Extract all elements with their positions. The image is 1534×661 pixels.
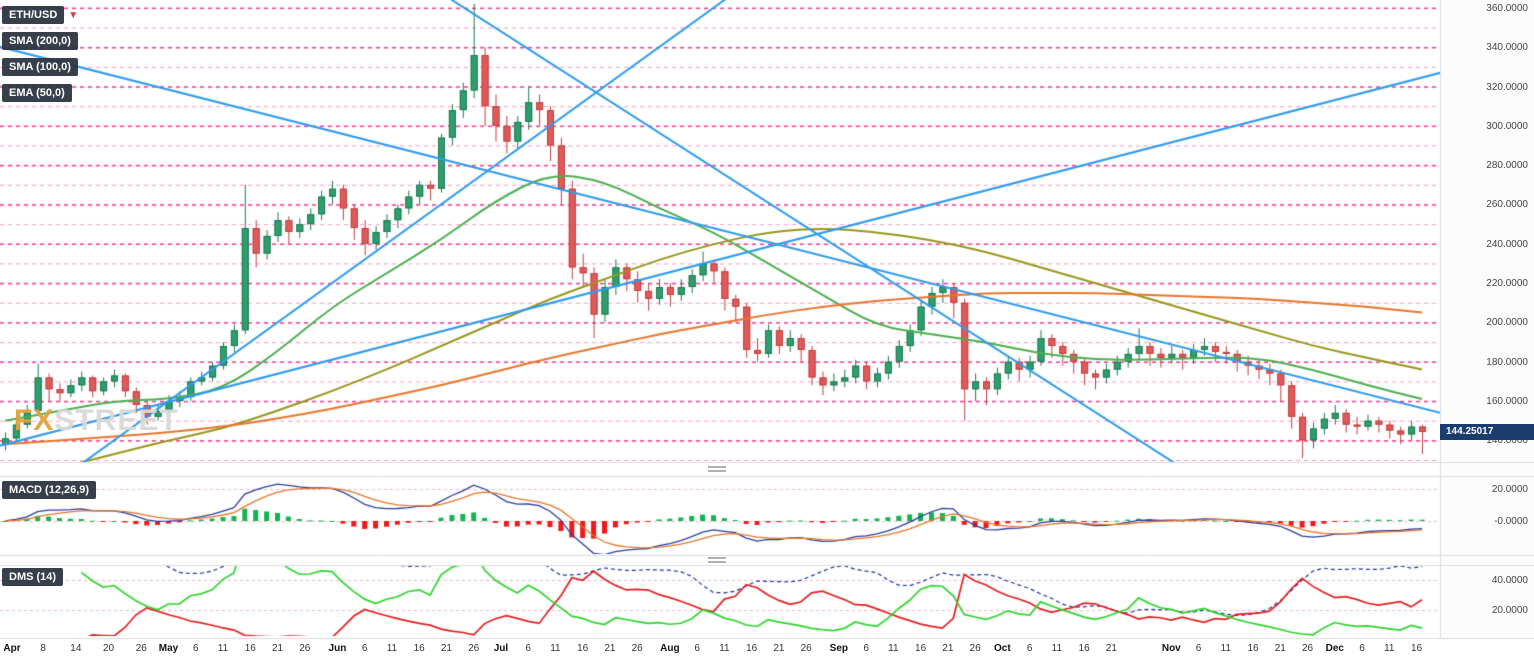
macd-axis-label: -0.0000 bbox=[1494, 516, 1528, 527]
time-axis-label: Nov bbox=[1161, 643, 1181, 654]
time-axis-label: Apr bbox=[3, 643, 21, 654]
watermark-fx: FX bbox=[14, 404, 55, 437]
dms-panel-badge[interactable]: DMS (14) bbox=[2, 568, 64, 586]
time-axis-label: 16 bbox=[1410, 643, 1423, 654]
time-axis-label: 8 bbox=[40, 643, 46, 654]
time-axis-label: 6 bbox=[525, 643, 531, 654]
price-axis-label: 140.0000 bbox=[1486, 435, 1528, 447]
time-axis-label: Dec bbox=[1325, 643, 1344, 654]
fxstreet-watermark: FXSTREET bbox=[14, 404, 179, 438]
time-axis-label: 14 bbox=[70, 643, 82, 654]
time-axis-label: May bbox=[158, 643, 179, 654]
time-axis-label: 16 bbox=[1078, 643, 1090, 654]
time-axis-label: 6 bbox=[1195, 643, 1202, 654]
legend: ETH/USD ▼ SMA (200,0) SMA (100,0) EMA (5… bbox=[2, 6, 78, 110]
time-axis-label: 20 bbox=[102, 643, 115, 654]
panel-resize-handle[interactable] bbox=[708, 557, 726, 559]
time-axis-label: 26 bbox=[969, 643, 981, 654]
time-axis-label: 11 bbox=[550, 643, 561, 654]
time-axis-label: 21 bbox=[1274, 643, 1286, 654]
time-axis-label: 26 bbox=[135, 643, 147, 654]
dms-axis-label: 40.0000 bbox=[1491, 575, 1528, 586]
time-axis-label: 26 bbox=[800, 643, 812, 654]
time-axis-label: 6 bbox=[1359, 643, 1365, 654]
time-axis-label: 16 bbox=[915, 643, 927, 654]
time-axis-label: 11 bbox=[217, 643, 229, 654]
time-axis-label: 16 bbox=[413, 643, 425, 654]
time-axis-label: 6 bbox=[863, 643, 869, 654]
price-axis-label: 280.0000 bbox=[1486, 160, 1528, 172]
macd-panel-badge[interactable]: MACD (12,26,9) bbox=[2, 481, 97, 499]
indicator-badge-sma200[interactable]: SMA (200,0) bbox=[2, 32, 78, 50]
symbol-badge[interactable]: ETH/USD bbox=[2, 6, 65, 24]
price-axis-label: 260.0000 bbox=[1486, 199, 1528, 211]
time-axis-label: 11 bbox=[386, 643, 398, 654]
time-axis-label: 6 bbox=[1026, 643, 1033, 654]
time-axis-label: 26 bbox=[1301, 643, 1314, 654]
price-axis-label: 180.0000 bbox=[1486, 356, 1528, 368]
price-axis-label: 240.0000 bbox=[1486, 238, 1528, 250]
time-axis-label: 21 bbox=[440, 643, 452, 654]
time-axis-label: 16 bbox=[244, 643, 256, 654]
indicator-badge-ema50[interactable]: EMA (50,0) bbox=[2, 84, 72, 102]
price-down-caret-icon: ▼ bbox=[68, 9, 79, 21]
price-axis-label: 300.0000 bbox=[1486, 120, 1528, 132]
time-axis-label: 26 bbox=[631, 643, 643, 654]
price-axis-label: 200.0000 bbox=[1486, 317, 1528, 329]
price-axis-label: 320.0000 bbox=[1486, 81, 1528, 93]
time-axis-label: Jun bbox=[328, 643, 347, 654]
time-axis-label: 6 bbox=[694, 643, 700, 654]
time-axis-label: 21 bbox=[604, 643, 616, 654]
time-axis-label: 11 bbox=[1051, 643, 1063, 654]
time-axis-label: 21 bbox=[1105, 643, 1117, 654]
panel-resize-handle[interactable] bbox=[708, 466, 726, 468]
time-axis-label: 26 bbox=[299, 643, 311, 654]
time-axis-label: 16 bbox=[1247, 643, 1259, 654]
indicator-badge-sma100[interactable]: SMA (100,0) bbox=[2, 58, 78, 76]
price-axis-label: 220.0000 bbox=[1486, 278, 1528, 290]
time-axis-label: 16 bbox=[577, 643, 589, 654]
time-axis-label: 16 bbox=[746, 643, 758, 654]
time-axis-label: Aug bbox=[660, 643, 680, 654]
dms-axis-label: 20.0000 bbox=[1491, 605, 1528, 616]
price-axis-label: 360.0000 bbox=[1486, 2, 1528, 14]
time-axis-label: 26 bbox=[468, 643, 480, 654]
time-axis-label: 21 bbox=[773, 643, 785, 654]
time-axis-label: 21 bbox=[942, 643, 954, 654]
time-axis-label: Oct bbox=[994, 643, 1011, 654]
price-axis-label: 160.0000 bbox=[1486, 396, 1528, 408]
time-axis-label: 6 bbox=[192, 643, 199, 654]
time-axis-label: 21 bbox=[271, 643, 284, 654]
time-axis-label: 11 bbox=[888, 643, 899, 654]
watermark-street: STREET bbox=[54, 404, 179, 437]
time-axis-label: Sep bbox=[829, 643, 849, 654]
time-axis-label: 11 bbox=[719, 643, 730, 654]
macd-axis-label: 20.0000 bbox=[1491, 484, 1528, 495]
time-axis-label: 6 bbox=[361, 643, 368, 654]
time-axis-label: Jul bbox=[493, 643, 509, 654]
time-axis-label: 11 bbox=[1220, 643, 1231, 654]
last-price-tag: 144.25017 bbox=[1440, 424, 1534, 441]
price-axis-label: 340.0000 bbox=[1486, 42, 1528, 54]
time-axis-label: 11 bbox=[1384, 643, 1395, 654]
